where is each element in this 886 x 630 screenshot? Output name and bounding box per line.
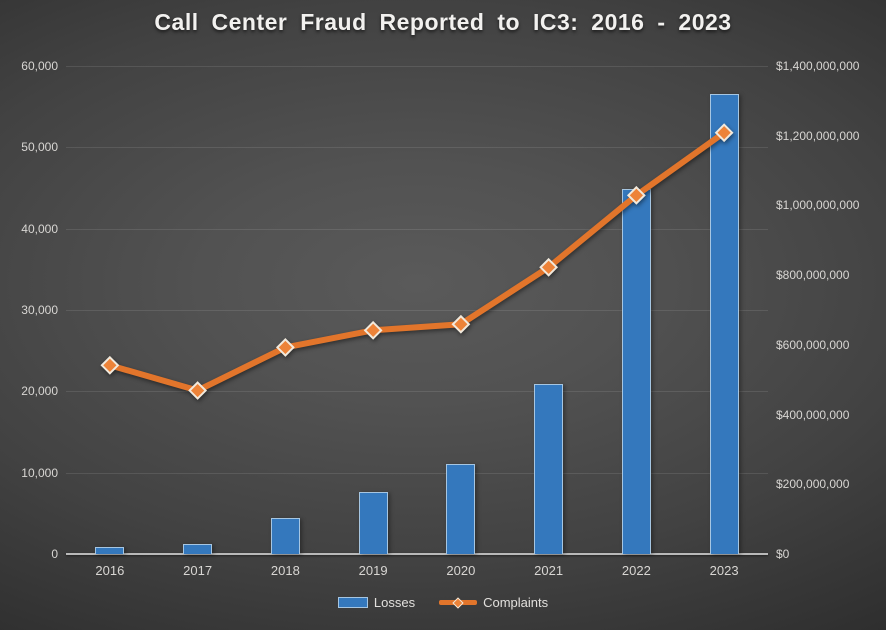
- complaints-line: [106, 129, 728, 394]
- losses-bar-swatch-icon: [337, 597, 368, 608]
- legend-item-complaints[interactable]: Complaints: [439, 595, 548, 610]
- complaints-marker-2022[interactable]: [626, 185, 646, 205]
- left-axis-tick-label: 10,000: [21, 465, 58, 480]
- right-axis-tick-label: $1,000,000,000: [776, 198, 860, 213]
- left-axis-tick-label: 50,000: [21, 140, 58, 155]
- bar-losses-2021[interactable]: [534, 383, 564, 554]
- legend-complaints-label: Complaints: [483, 595, 549, 610]
- bar-losses-2019[interactable]: [358, 491, 388, 554]
- left-axis-tick-label: 30,000: [21, 303, 58, 317]
- bar-losses-2022[interactable]: [621, 189, 651, 554]
- x-axis-line: [66, 553, 768, 555]
- right-axis-tick-label: $400,000,000: [776, 407, 850, 422]
- gridline: [66, 228, 768, 230]
- x-axis-tick-label-2021: 2021: [534, 563, 564, 578]
- right-axis-tick-label: $0: [776, 547, 790, 561]
- plot-area: [66, 66, 768, 555]
- gridline: [66, 310, 768, 311]
- left-axis-tick-label: 60,000: [21, 59, 58, 73]
- legend-losses-label: Losses: [373, 595, 416, 610]
- complaints-marker-2021[interactable]: [539, 257, 559, 277]
- right-axis-tick-label: $800,000,000: [776, 268, 850, 283]
- x-axis-tick-label-2017: 2017: [183, 563, 213, 578]
- x-axis-tick-label-2016: 2016: [95, 563, 125, 578]
- complaints-line-swatch-icon: [439, 596, 478, 609]
- bar-losses-2016[interactable]: [95, 547, 125, 554]
- bar-losses-2017[interactable]: [183, 543, 213, 554]
- legend: Losses Complaints: [0, 595, 886, 610]
- gridline: [66, 66, 768, 67]
- complaints-line-layer: [100, 123, 734, 400]
- bar-losses-2020[interactable]: [446, 464, 476, 554]
- diamond-marker-icon: [452, 596, 464, 609]
- bar-losses-2018[interactable]: [270, 518, 300, 554]
- bar-losses-2023[interactable]: [709, 93, 739, 554]
- x-axis-tick-label-2018: 2018: [270, 563, 300, 578]
- legend-item-losses[interactable]: Losses: [337, 595, 416, 610]
- chart-title: Call Center Fraud Reported to IC3: 2016 …: [154, 9, 732, 35]
- complaints-marker-2019[interactable]: [363, 320, 383, 340]
- x-axis-tick-label-2019: 2019: [358, 563, 388, 578]
- right-axis-tick-label: $600,000,000: [776, 337, 850, 352]
- gridline: [66, 472, 768, 474]
- complaints-marker-2016[interactable]: [100, 355, 120, 375]
- left-axis-tick-label: 40,000: [21, 221, 58, 236]
- gridline: [66, 391, 768, 393]
- right-axis-tick-label: $1,400,000,000: [776, 59, 860, 73]
- left-axis-tick-label: 0: [51, 547, 58, 561]
- x-axis-tick-label-2020: 2020: [446, 563, 476, 578]
- complaints-marker-2018[interactable]: [275, 337, 295, 357]
- complaints-marker-2017[interactable]: [188, 381, 208, 400]
- x-axis-tick-label-2022: 2022: [621, 563, 651, 578]
- left-axis-tick-label: 20,000: [21, 384, 58, 399]
- right-axis-tick-label: $200,000,000: [776, 477, 850, 492]
- complaints-marker-2023[interactable]: [714, 123, 734, 143]
- right-axis-tick-label: $1,200,000,000: [776, 128, 860, 143]
- x-axis-tick-label-2023: 2023: [709, 563, 739, 578]
- complaints-marker-2020[interactable]: [451, 314, 471, 334]
- gridline: [66, 147, 768, 149]
